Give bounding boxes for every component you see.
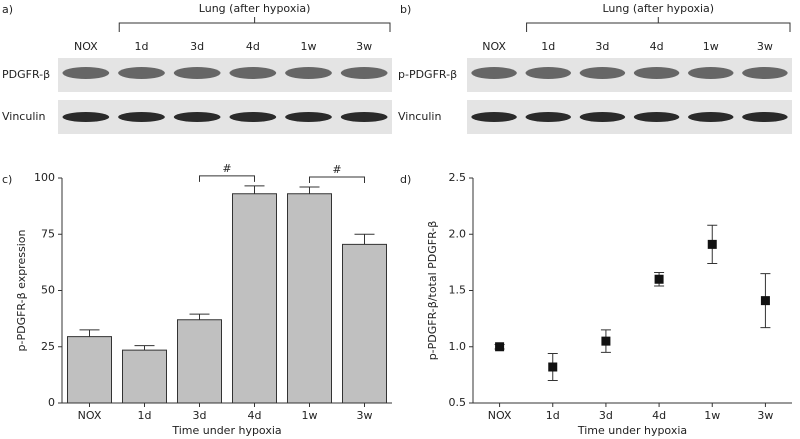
x-axis-label: Time under hypoxia: [577, 424, 687, 437]
band: [471, 112, 517, 122]
x-tick-label: 3d: [193, 409, 207, 422]
blot-header: Lung (after hypoxia): [199, 2, 311, 15]
panel-label: c): [2, 173, 12, 186]
band: [285, 112, 332, 122]
y-tick-label: 2.5: [449, 171, 467, 184]
bar: [287, 193, 332, 404]
bar: [342, 243, 387, 404]
lane-label: 3d: [190, 40, 204, 53]
band: [525, 67, 571, 79]
panel-label: b): [400, 3, 411, 16]
x-tick-label: 4d: [248, 409, 262, 422]
lane-label: NOX: [482, 40, 506, 53]
row-label: Vinculin: [398, 110, 441, 123]
band: [229, 67, 277, 79]
y-axis-label: p-PDGFR-β/total PDGFR-β: [426, 221, 439, 361]
x-tick-label: 1w: [704, 409, 720, 422]
band: [340, 112, 388, 122]
band: [688, 67, 734, 79]
blot-strip: [58, 58, 392, 92]
band: [525, 112, 571, 122]
y-tick-label: 1.5: [449, 284, 467, 297]
y-tick-label: 25: [41, 340, 55, 353]
lane-label: 4d: [246, 40, 260, 53]
row-label: p-PDGFR-β: [398, 68, 457, 81]
band: [62, 112, 110, 122]
band: [118, 67, 165, 79]
band: [579, 67, 626, 79]
axes: [472, 178, 792, 404]
row-label: Vinculin: [2, 110, 45, 123]
lane-label: 1d: [541, 40, 555, 53]
point: [707, 239, 717, 249]
band: [471, 67, 517, 79]
band: [285, 67, 332, 79]
y-tick-label: 50: [41, 284, 55, 297]
y-axis-label: p-PDGFR-β expression: [15, 230, 28, 352]
bracket: [526, 17, 791, 32]
blot-strip: [467, 100, 792, 134]
band: [340, 67, 388, 79]
lane-label: 1d: [135, 40, 149, 53]
significance-mark: #: [332, 163, 341, 176]
bar: [177, 319, 222, 404]
bar: [232, 193, 277, 404]
x-tick-label: 3w: [757, 409, 773, 422]
band: [742, 67, 788, 79]
row-label: PDGFR-β: [2, 68, 50, 81]
x-tick-label: 3d: [599, 409, 613, 422]
bar: [122, 349, 167, 404]
point: [760, 296, 770, 306]
y-tick-label: 0: [48, 396, 55, 409]
point: [654, 274, 664, 284]
significance-bracket: [309, 176, 365, 183]
blot-strip: [58, 100, 392, 134]
band: [118, 112, 165, 122]
y-tick-label: 1.0: [449, 340, 467, 353]
x-tick-label: 1w: [302, 409, 318, 422]
band: [742, 112, 788, 122]
lane-label: 3w: [356, 40, 372, 53]
x-tick-label: NOX: [78, 409, 102, 422]
panel-label: a): [2, 3, 13, 16]
point: [548, 362, 558, 372]
y-tick-label: 2.0: [449, 227, 467, 240]
lane-label: 4d: [650, 40, 664, 53]
lane-label: 1w: [703, 40, 719, 53]
x-tick-label: 3w: [357, 409, 373, 422]
x-axis-label: Time under hypoxia: [171, 424, 281, 437]
point: [495, 342, 505, 352]
band: [173, 67, 221, 79]
x-tick-label: 4d: [652, 409, 666, 422]
band: [173, 112, 221, 122]
lane-label: 1w: [301, 40, 317, 53]
bracket: [118, 17, 391, 32]
y-tick-label: 75: [41, 227, 55, 240]
x-tick-label: 1d: [138, 409, 152, 422]
band: [633, 67, 680, 79]
blot-strip: [467, 58, 792, 92]
blot-header: Lung (after hypoxia): [602, 2, 714, 15]
y-tick-label: 100: [34, 171, 55, 184]
x-tick-label: 1d: [546, 409, 560, 422]
band: [229, 112, 277, 122]
band: [62, 67, 110, 79]
lane-label: 3d: [595, 40, 609, 53]
y-tick-label: 0.5: [449, 396, 467, 409]
lane-label: NOX: [74, 40, 98, 53]
band: [633, 112, 680, 122]
significance-bracket: [199, 175, 255, 182]
lane-label: 3w: [757, 40, 773, 53]
bar: [67, 336, 112, 404]
band: [688, 112, 734, 122]
x-tick-label: NOX: [488, 409, 512, 422]
band: [579, 112, 626, 122]
panel-label: d): [400, 173, 411, 186]
significance-mark: #: [222, 162, 231, 175]
point: [601, 336, 611, 346]
